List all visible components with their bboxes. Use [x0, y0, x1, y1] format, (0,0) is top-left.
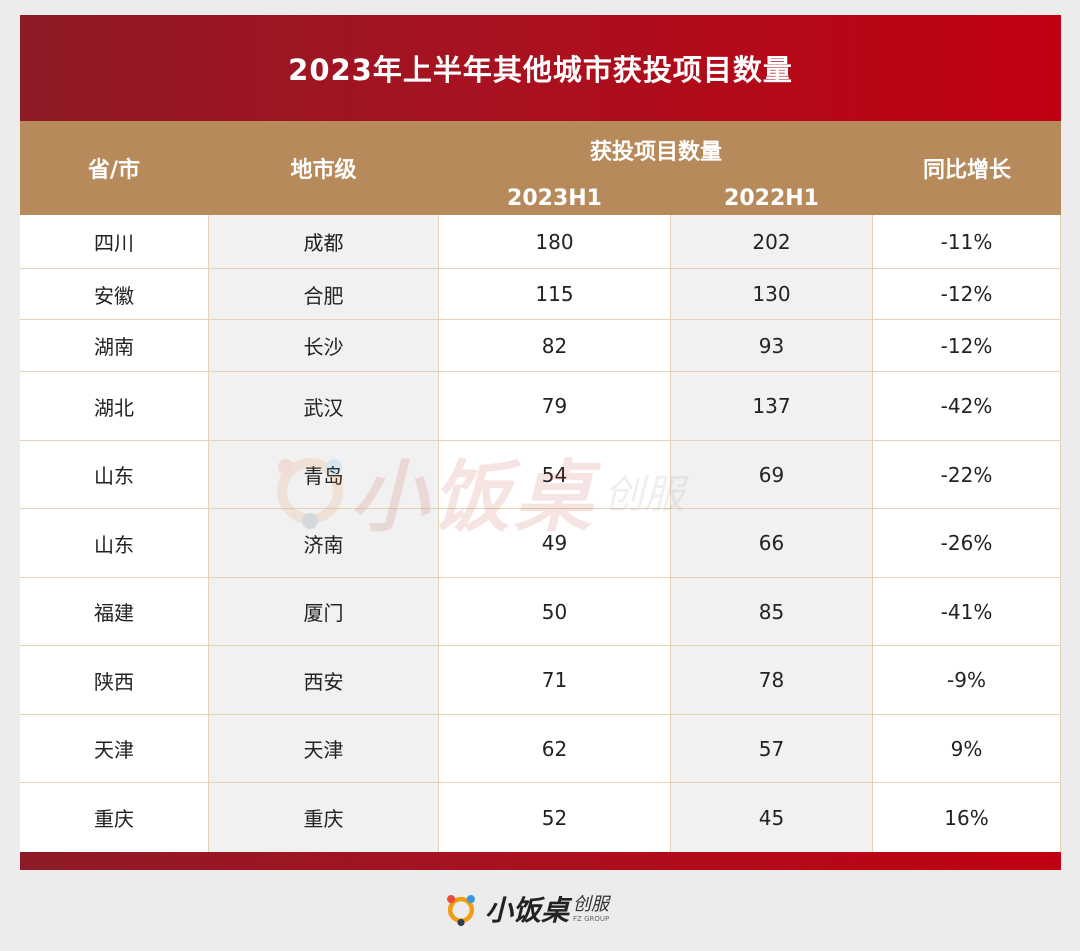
province-cell: 福建	[94, 601, 134, 625]
province-cell: 湖北	[94, 395, 134, 420]
bottom-accent-bar	[20, 852, 1061, 870]
header-province: 省/市	[87, 158, 141, 183]
province-cell: 山东	[94, 464, 134, 488]
count-2022-cell: 45	[670, 783, 873, 852]
count-2023-cell: 50	[541, 599, 568, 624]
province-cell: 重庆	[94, 807, 134, 831]
table-row: 重庆 重庆 52 45 16%	[20, 783, 1061, 852]
fz-logo-icon	[447, 895, 475, 927]
province-cell: 山东	[94, 532, 134, 557]
table-row: 山东 济南 49 66 -26%	[20, 509, 1061, 578]
count-2023-cell: 71	[541, 668, 568, 692]
count-2023-cell: 115	[535, 282, 574, 306]
city-cell: 天津	[208, 715, 439, 782]
count-2023-cell: 82	[541, 333, 568, 358]
count-2022-cell: 66	[670, 509, 873, 577]
city-cell: 长沙	[208, 320, 439, 371]
city-cell: 合肥	[208, 269, 439, 319]
count-2022-cell: 69	[670, 441, 873, 508]
count-2022-cell: 78	[670, 646, 873, 714]
city-cell: 青岛	[208, 441, 439, 508]
table-card: 2023年上半年其他城市获投项目数量 省/市 地市级 获投项目数量 2023H1…	[20, 15, 1061, 870]
yoy-cell: -11%	[873, 215, 1061, 268]
table-row: 山东 青岛 54 69 -22%	[20, 441, 1061, 509]
table-row: 湖南 长沙 82 93 -12%	[20, 320, 1061, 372]
header-yoy-growth: 同比增长	[922, 158, 1011, 183]
title-bar: 2023年上半年其他城市获投项目数量	[20, 15, 1061, 121]
count-2023-cell: 52	[541, 805, 568, 830]
table-header: 省/市 地市级 获投项目数量 2023H1 2022H1 同比增长	[20, 121, 1061, 215]
table-row: 湖北 武汉 79 137 -42%	[20, 372, 1061, 441]
count-2023-cell: 54	[541, 462, 568, 487]
yoy-cell: -26%	[873, 509, 1061, 577]
city-cell: 武汉	[208, 372, 439, 440]
header-2022h1: 2022H1	[724, 185, 819, 211]
count-2022-cell: 57	[670, 715, 873, 782]
footer-logo: 小饭桌 创服 FZ GROUP	[443, 889, 609, 929]
count-2023-cell: 79	[541, 394, 568, 418]
table-row: 福建 厦门 50 85 -41%	[20, 578, 1061, 646]
province-cell: 陕西	[94, 669, 134, 694]
province-cell: 四川	[94, 231, 134, 255]
city-cell: 重庆	[208, 783, 439, 852]
table-row: 陕西 西安 71 78 -9%	[20, 646, 1061, 715]
count-2022-cell: 93	[670, 320, 873, 371]
count-2023-cell: 62	[541, 736, 568, 761]
count-2023-cell: 180	[535, 229, 574, 254]
count-2023-cell: 49	[541, 531, 568, 555]
table-body: 四川 成都 180 202 -11% 安徽 合肥 115 130 -12% 湖南…	[20, 215, 1061, 852]
province-cell: 湖南	[94, 335, 134, 359]
count-2022-cell: 130	[670, 269, 873, 319]
yoy-cell: 16%	[873, 783, 1061, 852]
yoy-cell: -22%	[873, 441, 1061, 508]
header-project-count: 获投项目数量	[589, 140, 722, 165]
yoy-cell: -41%	[873, 578, 1061, 645]
footer-logo-sub: 创服 FZ GROUP	[573, 893, 610, 923]
table-row: 安徽 合肥 115 130 -12%	[20, 269, 1061, 320]
province-cell: 安徽	[94, 283, 134, 308]
table-row: 天津 天津 62 57 9%	[20, 715, 1061, 783]
header-city: 地市级	[290, 158, 357, 183]
page-title: 2023年上半年其他城市获投项目数量	[288, 53, 793, 87]
count-2022-cell: 137	[670, 372, 873, 440]
city-cell: 济南	[208, 509, 439, 577]
yoy-cell: -9%	[873, 646, 1061, 714]
table-row: 四川 成都 180 202 -11%	[20, 215, 1061, 269]
province-cell: 天津	[94, 738, 134, 762]
footer-logo-text: 小饭桌	[485, 894, 570, 927]
yoy-cell: 9%	[873, 715, 1061, 782]
city-cell: 西安	[208, 646, 439, 714]
yoy-cell: -12%	[873, 269, 1061, 319]
city-cell: 成都	[208, 215, 439, 268]
header-2023h1: 2023H1	[507, 185, 602, 211]
footer-logo-sub-cn: 创服	[573, 893, 610, 915]
city-cell: 厦门	[208, 578, 439, 645]
yoy-cell: -12%	[873, 320, 1061, 371]
count-2022-cell: 85	[670, 578, 873, 645]
count-2022-cell: 202	[670, 215, 873, 268]
yoy-cell: -42%	[873, 372, 1061, 440]
footer-logo-sub-en: FZ GROUP	[573, 914, 610, 923]
